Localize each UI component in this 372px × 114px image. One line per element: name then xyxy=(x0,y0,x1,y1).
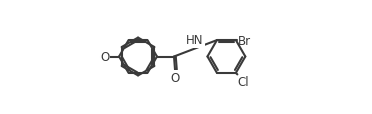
Text: O: O xyxy=(170,71,180,84)
Text: O: O xyxy=(101,51,110,63)
Text: HN: HN xyxy=(186,34,203,46)
Text: Cl: Cl xyxy=(238,75,249,88)
Text: Br: Br xyxy=(238,34,251,47)
